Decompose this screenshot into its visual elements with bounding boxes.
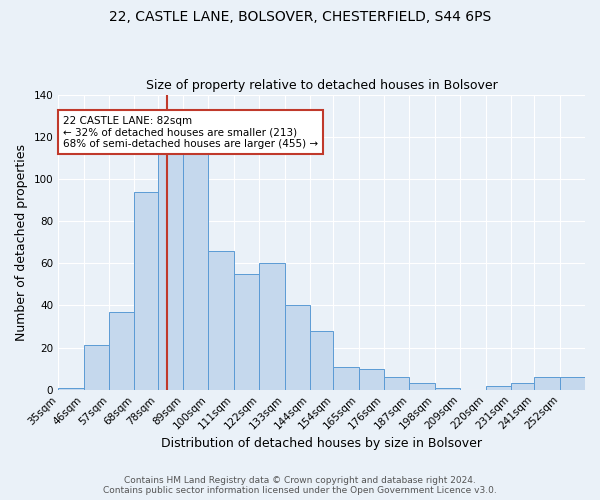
Bar	[384, 377, 409, 390]
Bar	[359, 368, 384, 390]
Bar	[158, 141, 183, 390]
Bar	[511, 384, 534, 390]
Bar	[333, 366, 359, 390]
Text: 22 CASTLE LANE: 82sqm
← 32% of detached houses are smaller (213)
68% of semi-det: 22 CASTLE LANE: 82sqm ← 32% of detached …	[63, 116, 318, 149]
Bar	[485, 386, 511, 390]
Title: Size of property relative to detached houses in Bolsover: Size of property relative to detached ho…	[146, 79, 497, 92]
Bar	[310, 330, 333, 390]
Bar	[284, 306, 310, 390]
Bar	[183, 152, 208, 390]
Text: 22, CASTLE LANE, BOLSOVER, CHESTERFIELD, S44 6PS: 22, CASTLE LANE, BOLSOVER, CHESTERFIELD,…	[109, 10, 491, 24]
X-axis label: Distribution of detached houses by size in Bolsover: Distribution of detached houses by size …	[161, 437, 482, 450]
Bar	[534, 377, 560, 390]
Bar	[134, 192, 158, 390]
Bar	[560, 377, 585, 390]
Bar	[109, 312, 134, 390]
Bar	[409, 384, 435, 390]
Y-axis label: Number of detached properties: Number of detached properties	[15, 144, 28, 340]
Bar	[208, 250, 234, 390]
Text: Contains HM Land Registry data © Crown copyright and database right 2024.
Contai: Contains HM Land Registry data © Crown c…	[103, 476, 497, 495]
Bar	[435, 388, 460, 390]
Bar	[83, 346, 109, 390]
Bar	[234, 274, 259, 390]
Bar	[259, 263, 284, 390]
Bar	[58, 388, 83, 390]
